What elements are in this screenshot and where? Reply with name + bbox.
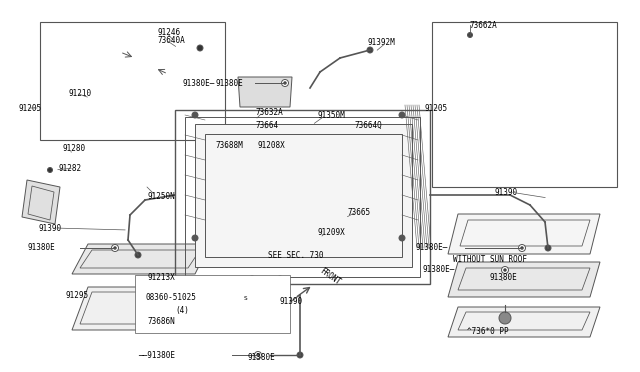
Circle shape [545, 245, 551, 251]
Text: 91380E: 91380E [490, 273, 518, 282]
Polygon shape [448, 214, 600, 254]
Circle shape [113, 247, 116, 250]
Text: SEE SEC. 730: SEE SEC. 730 [268, 250, 323, 260]
Circle shape [135, 252, 141, 258]
Circle shape [504, 269, 506, 272]
Text: 91208X: 91208X [258, 141, 285, 150]
Text: 91205: 91205 [425, 103, 448, 112]
Circle shape [111, 244, 118, 251]
Polygon shape [448, 262, 600, 297]
Circle shape [282, 80, 289, 87]
Text: 91209X: 91209X [318, 228, 346, 237]
Text: 73640A: 73640A [158, 35, 186, 45]
Text: 91295: 91295 [65, 291, 88, 299]
Text: 91390: 91390 [495, 187, 518, 196]
Circle shape [47, 167, 52, 173]
Circle shape [197, 45, 203, 51]
Circle shape [278, 278, 282, 282]
Bar [135, 275, 290, 333]
Text: 91380E─: 91380E─ [422, 266, 455, 275]
Text: 91205: 91205 [18, 103, 41, 112]
Circle shape [250, 278, 254, 282]
Text: 73688M: 73688M [215, 141, 243, 150]
Circle shape [257, 353, 259, 356]
Circle shape [192, 235, 198, 241]
Circle shape [192, 112, 198, 118]
Text: 91246: 91246 [158, 28, 181, 36]
Circle shape [399, 235, 405, 241]
Circle shape [499, 312, 511, 324]
Text: 73665: 73665 [348, 208, 371, 217]
Text: 91280: 91280 [62, 144, 85, 153]
Bar [40, 22, 225, 140]
Circle shape [255, 352, 262, 359]
Text: 91390: 91390 [39, 224, 62, 232]
Text: WITHOUT SUN ROOF: WITHOUT SUN ROOF [453, 256, 527, 264]
Circle shape [248, 276, 256, 284]
Text: 91350M: 91350M [318, 110, 346, 119]
Circle shape [520, 247, 524, 250]
Text: 73664Q: 73664Q [355, 121, 383, 129]
Text: ──91380E: ──91380E [138, 350, 175, 359]
Circle shape [502, 266, 509, 273]
Text: FRONT: FRONT [318, 266, 342, 287]
Text: ^736*0 PP: ^736*0 PP [467, 327, 509, 337]
Text: 91380E─: 91380E─ [415, 244, 448, 253]
Text: 73662A: 73662A [470, 20, 498, 29]
Text: 91380E: 91380E [248, 353, 276, 362]
Text: 91390: 91390 [280, 298, 303, 307]
Text: 91380E: 91380E [215, 78, 243, 87]
Polygon shape [72, 287, 210, 330]
Circle shape [284, 81, 287, 84]
Text: 91380E: 91380E [28, 244, 55, 253]
Text: S: S [244, 295, 248, 301]
Circle shape [399, 112, 405, 118]
Text: 91282: 91282 [59, 164, 82, 173]
Polygon shape [22, 180, 60, 224]
Text: 73632A: 73632A [255, 108, 283, 116]
Circle shape [467, 32, 472, 38]
Text: 73664: 73664 [255, 121, 278, 129]
Text: 91380E─: 91380E─ [182, 78, 215, 87]
Circle shape [367, 47, 373, 53]
Text: 08360-51025: 08360-51025 [145, 294, 196, 302]
Circle shape [518, 244, 525, 251]
Polygon shape [72, 244, 210, 274]
Circle shape [297, 352, 303, 358]
Text: 73686N: 73686N [148, 317, 176, 327]
Text: 91210: 91210 [68, 89, 91, 97]
Circle shape [276, 276, 284, 284]
Polygon shape [448, 307, 600, 337]
Bar [432, 22, 617, 187]
Text: 91213X: 91213X [148, 273, 176, 282]
Text: 91392M: 91392M [367, 38, 395, 46]
Text: (4): (4) [175, 305, 189, 314]
Polygon shape [195, 124, 412, 267]
Polygon shape [238, 77, 292, 107]
Text: 91250N: 91250N [148, 192, 176, 201]
